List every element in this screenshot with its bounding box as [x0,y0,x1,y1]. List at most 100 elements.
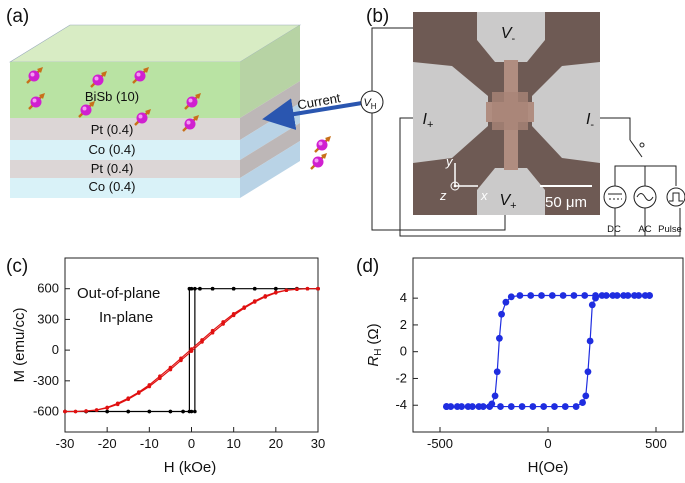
axis-label: x [480,188,488,203]
y-tick-label: 4 [400,290,407,305]
panel-label: (c) [6,256,28,277]
data-point [592,292,599,299]
data-point [507,293,515,301]
x-tick-label: -30 [56,436,75,451]
data-point [200,338,204,342]
y-tick-label: 0 [400,344,407,359]
data-point [507,403,515,410]
data-point [105,409,109,414]
y-axis-label: RH (Ω) [365,323,384,366]
current-arrow [262,98,363,130]
y-tick-label: -600 [33,404,59,419]
data-point [187,286,192,291]
data-point [479,403,487,410]
data-point [168,365,173,370]
source-label: DC [607,224,621,235]
layer-label: Pt (0.4) [91,161,134,176]
data-point [498,310,505,318]
label-sub: - [590,119,594,131]
data-point [189,347,194,351]
data-point [187,409,192,414]
data-point [469,403,476,410]
hall-voltage-label: VH [363,97,376,111]
data-point [274,286,278,291]
circuit [360,27,685,237]
label-unit: (Ω) [365,323,382,344]
legend-entry: Out-of-plane [77,285,160,302]
data-point [488,400,496,408]
x-tick-label: 30 [311,436,325,451]
y-axis-label: M (emu/cc) [11,307,28,382]
label-sub: + [510,200,516,212]
x-tick-label: -20 [98,436,117,451]
layer-stack [8,24,302,198]
label-main: R [365,356,382,367]
label-sub: H [371,102,377,111]
data-line [65,288,318,413]
layer-label: Co (0.4) [89,179,136,194]
data-point [602,292,610,299]
data-point [168,409,173,414]
y-tick-label: 2 [400,317,407,332]
source-label: AC [638,224,651,235]
data-point [516,292,524,299]
x-tick-label: 20 [269,436,283,451]
data-point [529,403,537,410]
x-tick-label: -10 [140,436,159,451]
panel-label: (a) [6,6,29,27]
data-point [305,286,310,291]
data-point [570,292,578,299]
label-sub: - [512,33,516,45]
data-point [493,368,501,376]
data-point [646,292,653,299]
data-point [561,403,569,410]
data-point [458,403,465,410]
label-sub: + [427,119,433,131]
label-main: V [363,97,372,109]
data-point [84,409,88,413]
micrograph [413,12,600,215]
y-tick-label: -4 [395,397,407,412]
data-point [105,405,109,410]
data-point [221,320,225,324]
label-main: V [501,25,513,42]
data-point [147,383,152,387]
data-point [179,356,183,361]
electrode-label: I+ [423,111,434,131]
panel-label: (b) [366,6,389,27]
x-axis-label: H(Oe) [528,459,569,476]
layer-label: Co (0.4) [89,142,136,157]
y-tick-label: 0 [52,342,59,357]
legend-entry: In-plane [99,309,153,326]
data-point [73,409,78,414]
data-point [181,409,185,414]
axis-label: z [439,188,447,203]
data-point [231,311,236,316]
y-tick-label: 600 [37,281,59,296]
electrode-label: I- [586,111,594,131]
data-point [540,403,548,410]
data-point [613,292,621,299]
layer-label: Pt (0.4) [91,122,134,137]
data-point [586,337,594,345]
electrode-label: V+ [499,192,516,212]
data-point [588,301,596,309]
data-line [446,294,650,408]
data-point [252,299,257,303]
data-point [126,396,131,401]
data-point [193,409,197,414]
y-tick-label: -300 [33,373,59,388]
data-point [210,328,215,333]
data-point [518,403,526,410]
data-point [193,286,197,291]
data-point [316,286,320,291]
data-point [242,305,247,309]
source-label: Pulse [658,224,682,235]
x-axis-label: H (kOe) [164,459,217,476]
layer-label: BiSb (10) [85,89,139,104]
x-tick-label: -500 [427,436,453,451]
data-point [491,392,499,400]
data-point [94,408,99,412]
x-tick-label: 0 [544,436,551,451]
